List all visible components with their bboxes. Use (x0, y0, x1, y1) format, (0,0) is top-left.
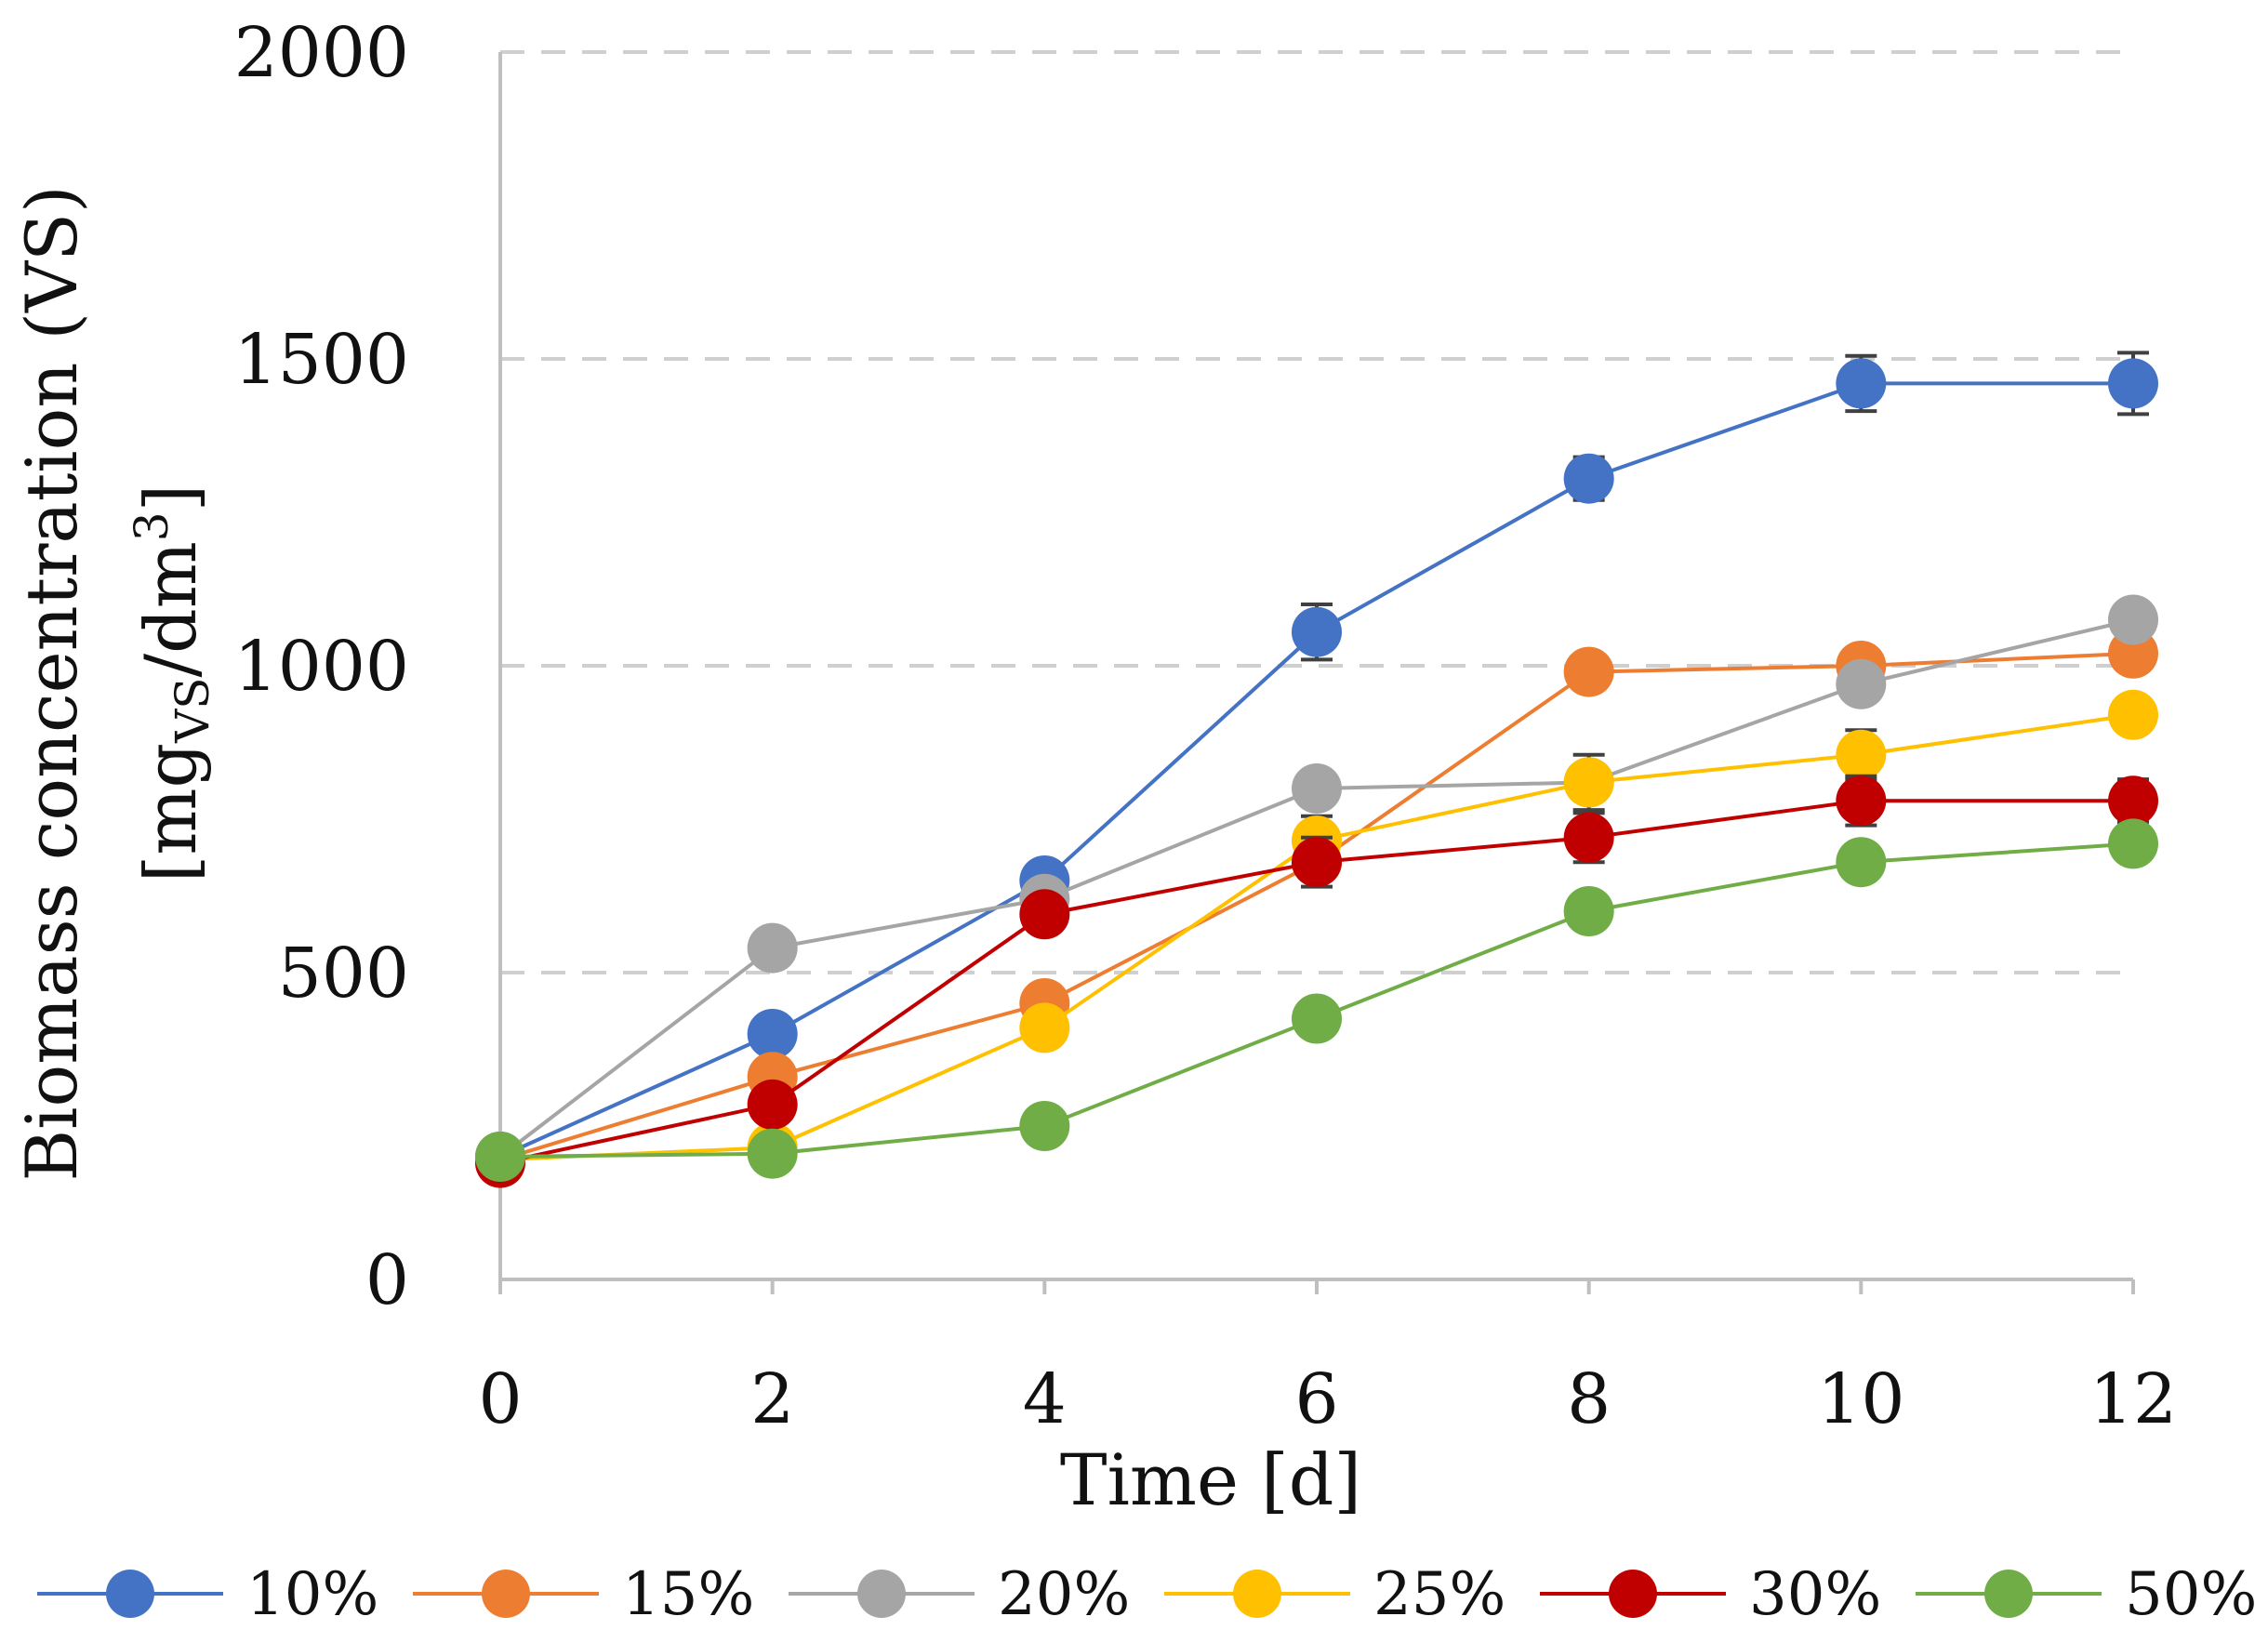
y-tick-label-1500: 1500 (234, 320, 409, 400)
data-point (2108, 689, 2158, 740)
x-axis-title: Time [d] (1060, 1438, 1361, 1521)
data-point (1563, 646, 1614, 697)
data-point (1019, 1002, 1070, 1053)
y-unit-suffix: ] (129, 484, 212, 512)
legend-label: 15% (622, 1560, 754, 1629)
x-tick-label-10: 10 (1817, 1359, 1904, 1439)
legend-marker (857, 1570, 906, 1618)
legend: 10% 15% 20% 25% 30% 50% (37, 1560, 2257, 1629)
data-point (2108, 358, 2158, 409)
y-unit-superscript: 3 (125, 511, 179, 541)
x-tick-label-12: 12 (2089, 1359, 2177, 1439)
legend-item-50pct: 50% (1916, 1560, 2257, 1629)
data-point (747, 1079, 798, 1130)
x-tick-label-0: 0 (478, 1359, 522, 1439)
x-tick-label-4: 4 (1023, 1359, 1067, 1439)
data-point (1563, 886, 1614, 936)
y-unit-mid: /dm (129, 541, 212, 677)
data-point (1563, 453, 1614, 504)
legend-item-10pct: 10% (37, 1560, 378, 1629)
data-point (475, 1132, 525, 1182)
data-point (1836, 729, 1887, 780)
data-point (2108, 594, 2158, 645)
y-tick-label-1000: 1000 (234, 627, 409, 707)
data-point (1292, 993, 1342, 1044)
y-tick-label-0: 0 (365, 1240, 409, 1320)
data-point (1292, 837, 1342, 888)
data-point (747, 922, 798, 974)
x-tick-label-6: 6 (1294, 1359, 1338, 1439)
legend-label: 25% (1373, 1560, 1505, 1629)
legend-marker (1609, 1570, 1657, 1618)
x-tick-label-8: 8 (1567, 1359, 1611, 1439)
data-point (1836, 837, 1887, 888)
series-lines (475, 351, 2158, 1188)
data-point (2108, 775, 2158, 827)
legend-label: 30% (1749, 1560, 1881, 1629)
legend-marker (1984, 1570, 2033, 1618)
legend-marker (1233, 1570, 1281, 1618)
series-50pct (475, 818, 2158, 1182)
y-unit-subscript: VS (166, 678, 219, 744)
legend-marker (106, 1570, 154, 1618)
legend-label: 20% (998, 1560, 1130, 1629)
legend-marker (482, 1570, 530, 1618)
y-unit-prefix: [mg (129, 743, 212, 882)
x-tick-label-2: 2 (750, 1359, 794, 1439)
data-point (1563, 757, 1614, 808)
y-axis-title-line1: Biomass concentration (VS) (10, 185, 93, 1181)
data-point (1019, 1101, 1070, 1151)
data-point (1563, 812, 1614, 863)
data-point (2108, 818, 2158, 869)
legend-item-30pct: 30% (1540, 1560, 1881, 1629)
data-point (1836, 775, 1887, 827)
data-point (1836, 358, 1887, 409)
data-point (747, 1128, 798, 1179)
legend-label: 10% (246, 1560, 378, 1629)
legend-label: 50% (2125, 1560, 2257, 1629)
legend-item-15pct: 15% (413, 1560, 754, 1629)
y-tick-label-2000: 2000 (234, 13, 409, 93)
y-tick-label-500: 500 (278, 934, 409, 1014)
tick-labels: 0 2 4 6 8 10 12 0 500 1000 1500 2000 (234, 13, 2177, 1439)
data-point (747, 1009, 798, 1059)
legend-item-20pct: 20% (789, 1560, 1130, 1629)
data-point (1292, 763, 1342, 814)
data-point (1292, 606, 1342, 657)
data-point (1836, 658, 1887, 709)
series-line-15pct (499, 651, 2134, 1162)
legend-item-25pct: 25% (1164, 1560, 1505, 1629)
y-axis-title-line2: [mgVS/dm3] (125, 484, 219, 883)
axes (498, 52, 2135, 1294)
series-15pct (475, 628, 2158, 1186)
data-point (1019, 889, 1070, 940)
